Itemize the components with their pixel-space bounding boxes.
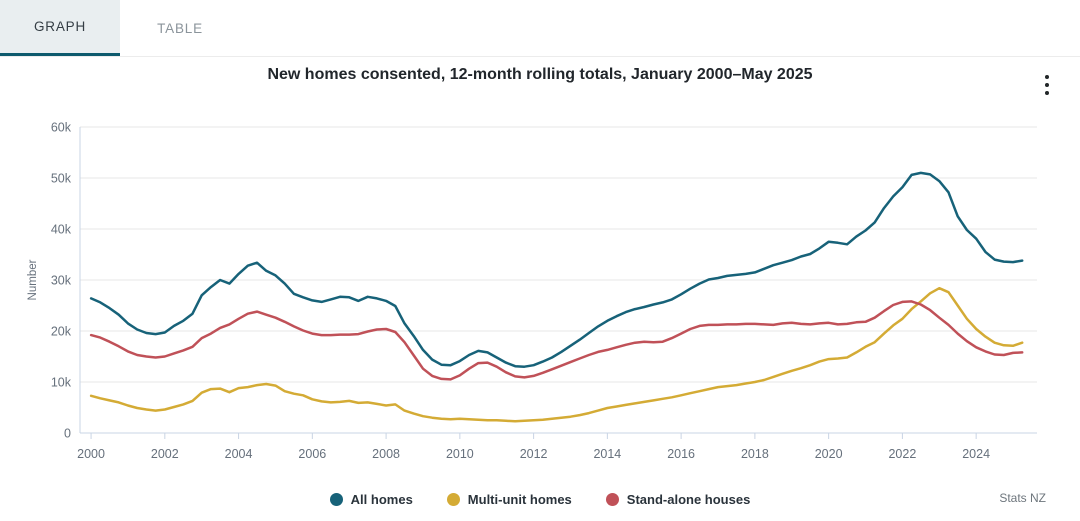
x-tick-label: 2008 [372, 447, 400, 461]
legend-marker-icon [329, 492, 343, 506]
x-tick-label: 2000 [77, 447, 105, 461]
y-axis-title: Number [27, 259, 39, 300]
attribution-label: Stats NZ [999, 491, 1046, 505]
legend-marker-icon [605, 492, 619, 506]
x-tick-label: 2006 [298, 447, 326, 461]
chart-title: New homes consented, 12-month rolling to… [267, 66, 813, 83]
series-line-all-homes [89, 171, 1024, 368]
x-tick-label: 2024 [962, 447, 990, 461]
kebab-menu-icon[interactable] [1038, 70, 1056, 100]
tab-graph-label: GRAPH [33, 19, 86, 34]
legend-item-stand-alone-houses[interactable]: Stand-alone houses [605, 491, 751, 507]
legend-label: Multi-unit homes [467, 491, 572, 507]
y-tick-label: 10k [51, 376, 72, 390]
y-tick-label: 20k [51, 325, 72, 339]
tab-graph[interactable]: GRAPH [0, 0, 120, 56]
x-tick-label: 2002 [151, 447, 179, 461]
chart-legend: All homes Multi-unit homes Stand-alone hou… [0, 486, 1080, 512]
legend-label: All homes [350, 491, 413, 507]
x-tick-label: 2010 [446, 447, 474, 461]
x-tick-label: 2014 [593, 447, 621, 461]
y-tick-label: 60k [51, 121, 72, 135]
legend-marker-icon [446, 492, 460, 506]
x-tick-label: 2016 [667, 447, 695, 461]
legend-item-multi-unit-homes[interactable]: Multi-unit homes [446, 491, 572, 507]
series-line-stand-alone-houses [89, 300, 1024, 381]
x-tick-label: 2022 [888, 447, 916, 461]
y-tick-label: 40k [51, 223, 72, 237]
legend-label: Stand-alone houses [626, 491, 751, 507]
y-tick-label: 50k [51, 172, 72, 186]
y-tick-label: 30k [51, 274, 72, 288]
tab-bar: GRAPH TABLE [0, 0, 1080, 57]
y-tick-label: 0 [64, 427, 71, 441]
x-tick-label: 2018 [741, 447, 769, 461]
tab-table-label: TABLE [157, 20, 203, 36]
x-tick-label: 2020 [815, 447, 843, 461]
legend-item-all-homes[interactable]: All homes [329, 491, 413, 507]
x-tick-label: 2004 [225, 447, 253, 461]
tab-table[interactable]: TABLE [120, 0, 240, 56]
series-line-multi-unit-homes [89, 286, 1024, 423]
x-tick-label: 2012 [520, 447, 548, 461]
